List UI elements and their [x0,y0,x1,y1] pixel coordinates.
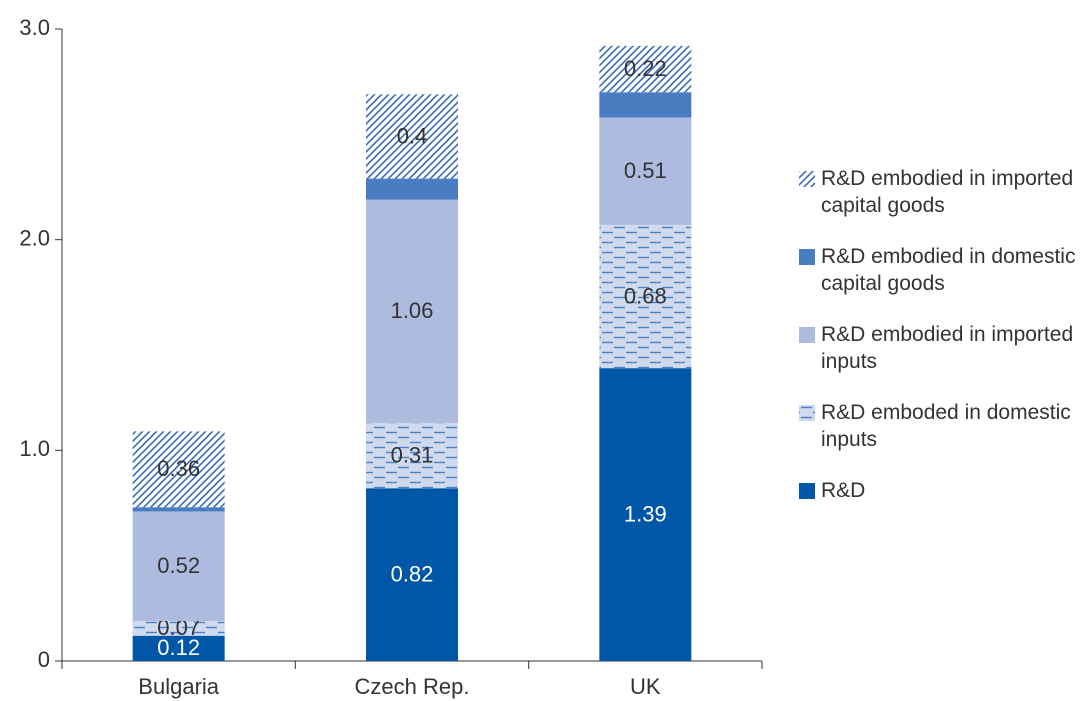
bar-segment [366,422,458,489]
legend-label: R&D embodied in domestic capital goods [821,245,1076,295]
legend-swatch [799,327,815,343]
bar-segment [132,507,225,512]
data-label: 0.51 [624,158,667,183]
y-tick-label: 1.0 [19,436,50,461]
bar-segment [132,620,225,636]
y-tick-label: 2.0 [19,225,50,250]
data-label: 0.12 [157,635,200,660]
bar-segment [599,368,692,661]
data-label: 0.22 [624,56,667,81]
bar-segment [599,92,692,118]
legend-label: R&D [821,479,866,502]
legend-item: R&D emboded in domestic inputs [795,399,1080,453]
bar-segment [366,94,458,179]
legend-item: R&D embodied in domestic capital goods [795,243,1080,297]
bar-segment [132,511,225,621]
legend-item: R&D embodied in imported inputs [795,321,1080,375]
legend-swatch [799,249,815,265]
data-label: 1.39 [624,501,667,526]
legend-item: R&D embodied in imported capital goods [795,165,1080,219]
bar-segment [599,45,692,93]
data-label: 1.06 [391,298,434,323]
bar-segment [599,117,692,225]
data-label: 0.52 [157,553,200,578]
bar-segment [366,178,458,200]
legend-label: R&D embodied in imported inputs [821,323,1074,373]
bar-segment [366,488,458,661]
legend-label: R&D embodied in imported capital goods [821,167,1074,217]
legend-item: R&D [795,477,1080,504]
y-tick-label: 0 [38,647,50,672]
data-label: 0.68 [624,283,667,308]
data-label: 0.4 [397,123,428,148]
legend-swatch [799,405,815,421]
bar-segment [132,635,225,661]
y-tick-label: 3.0 [19,15,50,40]
data-label: 0.36 [157,456,200,481]
legend-swatch [799,171,815,187]
bar-segment [366,199,458,423]
bar-segment [132,431,225,508]
chart: 01.02.03.00.120.070.520.36Bulgaria0.820.… [19,15,763,699]
legend-label: R&D emboded in domestic inputs [821,401,1071,451]
data-label: 0.82 [391,561,434,586]
x-tick-label: UK [630,674,661,699]
legend: R&D embodied in imported capital goods R&… [795,165,1080,528]
data-label: 0.31 [391,442,434,467]
legend-swatch [799,483,815,499]
bar-segment [599,224,692,369]
x-tick-label: Bulgaria [138,674,219,699]
x-tick-label: Czech Rep. [355,674,470,699]
